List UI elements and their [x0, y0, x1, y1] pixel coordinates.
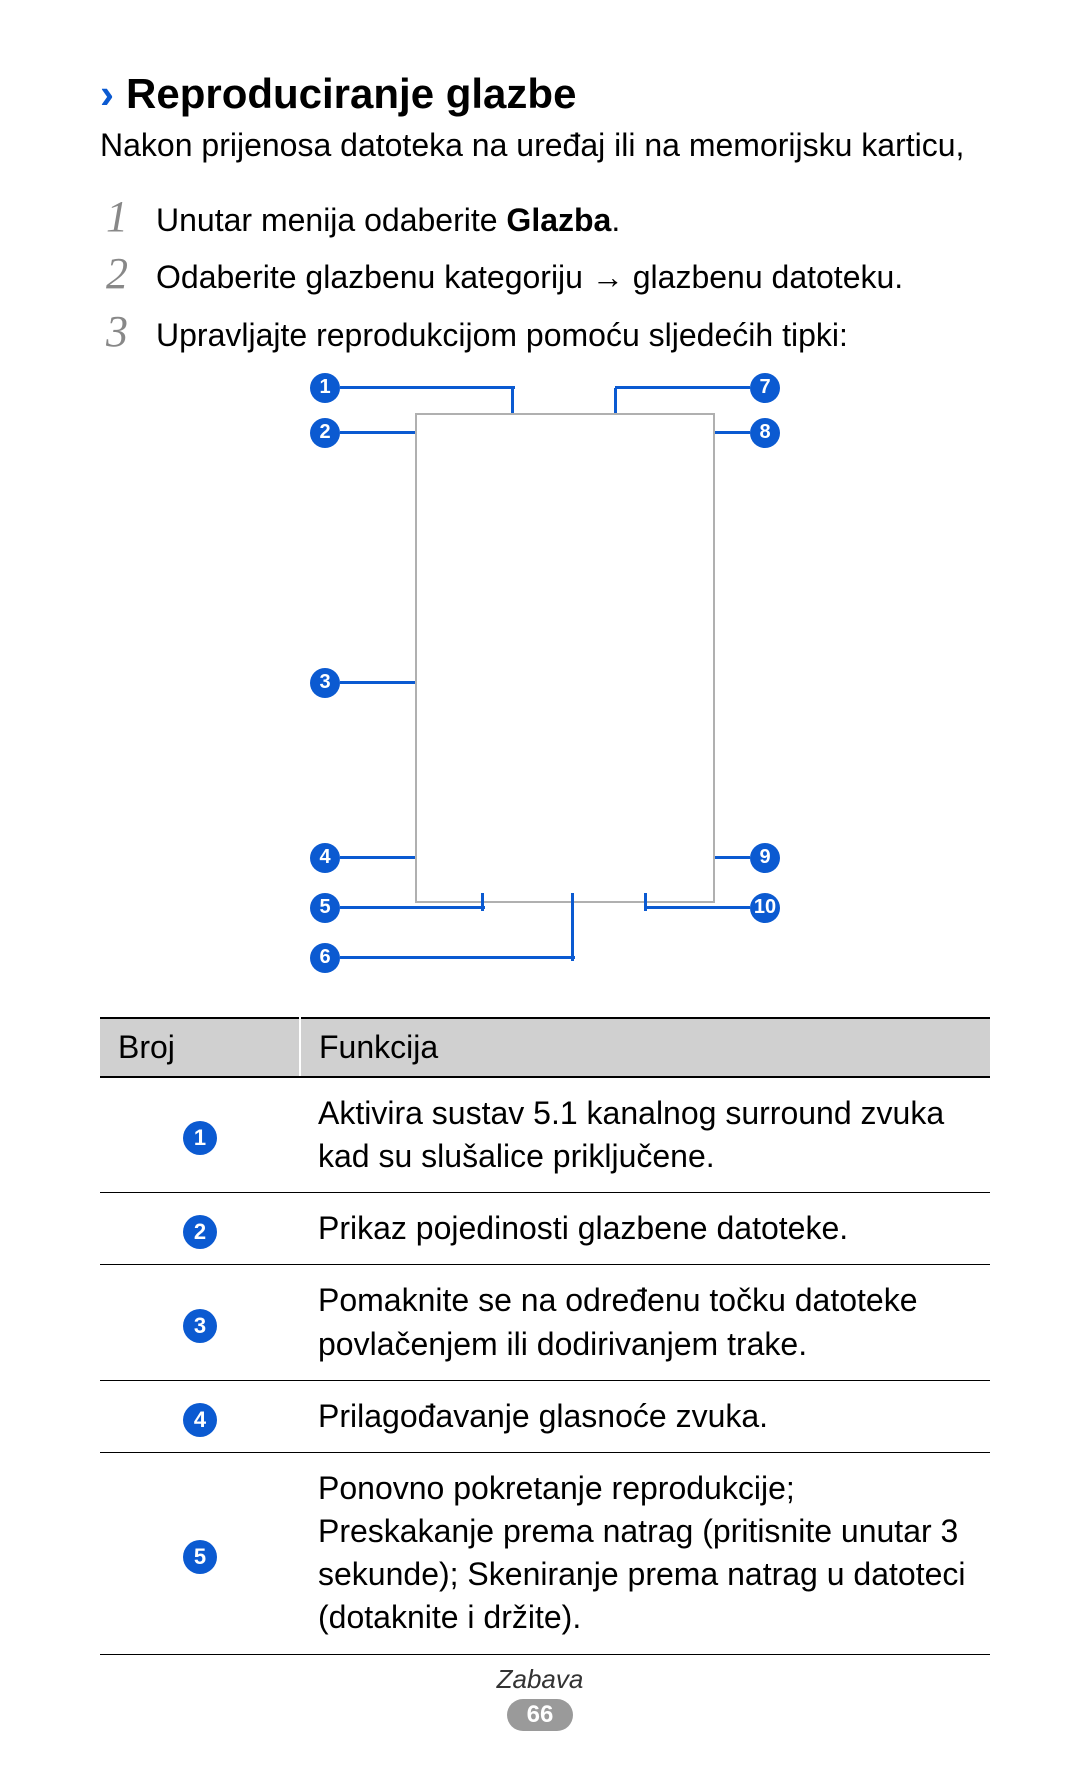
callout-line	[340, 431, 415, 434]
callout-line	[644, 893, 647, 911]
callout-line	[340, 956, 575, 959]
step-text: Unutar menija odaberite Glazba.	[156, 199, 620, 242]
step-bold: Glazba	[506, 202, 611, 238]
table-row: 3 Pomaknite se na određenu točku datoteke…	[100, 1265, 990, 1380]
table-cell-description: Prilagođavanje glasnoće zvuka.	[300, 1380, 990, 1452]
step-number: 2	[100, 252, 134, 296]
callout-line	[340, 856, 415, 859]
table-row: 2 Prikaz pojedinosti glazbene datoteke.	[100, 1193, 990, 1265]
callout-badge-6: 6	[310, 943, 340, 973]
callout-line	[715, 856, 750, 859]
step-text: Upravljajte reprodukcijom pomoću sljedeć…	[156, 314, 848, 357]
intro-text: Nakon prijenosa datoteka na uređaj ili n…	[100, 124, 990, 167]
table-cell-description: Aktivira sustav 5.1 kanalnog surround zv…	[300, 1077, 990, 1193]
callout-line	[340, 386, 515, 389]
steps-list: 1 Unutar menija odaberite Glazba. 2 Odab…	[100, 195, 990, 357]
table-header-broj: Broj	[100, 1018, 300, 1077]
function-table: Broj Funkcija 1 Aktivira sustav 5.1 kanal…	[100, 1017, 990, 1655]
heading-text: Reproduciranje glazbe	[126, 70, 576, 118]
number-badge-icon: 4	[183, 1403, 217, 1437]
step-number: 1	[100, 195, 134, 239]
step-3: 3 Upravljajte reprodukcijom pomoću sljed…	[100, 310, 990, 357]
step-text: Odaberite glazbenu kategoriju → glazbenu…	[156, 256, 903, 299]
table-cell-number: 3	[100, 1265, 300, 1380]
number-badge-icon: 2	[183, 1215, 217, 1249]
table-cell-number: 1	[100, 1077, 300, 1193]
callout-badge-1: 1	[310, 373, 340, 403]
table-header-row: Broj Funkcija	[100, 1018, 990, 1077]
callout-badge-4: 4	[310, 843, 340, 873]
table-row: 4 Prilagođavanje glasnoće zvuka.	[100, 1380, 990, 1452]
table-header-funkcija: Funkcija	[300, 1018, 990, 1077]
manual-page: › Reproduciranje glazbe Nakon prijenosa …	[0, 0, 1080, 1771]
table-cell-number: 5	[100, 1452, 300, 1654]
callout-badge-5: 5	[310, 893, 340, 923]
number-badge-icon: 5	[183, 1540, 217, 1574]
callout-line	[340, 681, 415, 684]
callout-badge-9: 9	[750, 843, 780, 873]
table-cell-description: Ponovno pokretanje reprodukcije; Preskak…	[300, 1452, 990, 1654]
table-cell-description: Prikaz pojedinosti glazbene datoteke.	[300, 1193, 990, 1265]
callout-line	[615, 386, 750, 389]
callout-line	[340, 906, 485, 909]
callout-badge-10: 10	[750, 893, 780, 923]
page-footer: Zabava 66	[0, 1664, 1080, 1731]
callout-line	[571, 893, 574, 961]
callout-badge-2: 2	[310, 418, 340, 448]
chevron-icon: ›	[100, 73, 114, 115]
table-cell-description: Pomaknite se na određenu točku datoteke …	[300, 1265, 990, 1380]
table-row: 5 Ponovno pokretanje reprodukcije; Preska…	[100, 1452, 990, 1654]
callout-badge-3: 3	[310, 668, 340, 698]
step-suffix: .	[611, 202, 620, 238]
phone-outline	[415, 413, 715, 903]
footer-section-label: Zabava	[0, 1664, 1080, 1695]
number-badge-icon: 3	[183, 1309, 217, 1343]
page-number-badge: 66	[507, 1699, 574, 1731]
section-heading: › Reproduciranje glazbe	[100, 70, 990, 118]
table-cell-number: 2	[100, 1193, 300, 1265]
callout-line	[715, 431, 750, 434]
callout-diagram: 1 2 3 4 5 6 7 8 9 10	[185, 373, 905, 993]
step-2: 2 Odaberite glazbenu kategoriju → glazbe…	[100, 252, 990, 299]
callout-line	[614, 388, 617, 413]
callout-line	[645, 906, 750, 909]
number-badge-icon: 1	[183, 1121, 217, 1155]
callout-line	[481, 893, 484, 911]
callout-badge-8: 8	[750, 418, 780, 448]
step-number: 3	[100, 310, 134, 354]
diagram-container: 1 2 3 4 5 6 7 8 9 10	[100, 373, 990, 993]
table-row: 1 Aktivira sustav 5.1 kanalnog surround z…	[100, 1077, 990, 1193]
step-prefix: Unutar menija odaberite	[156, 202, 506, 238]
callout-line	[511, 388, 514, 413]
table-body: 1 Aktivira sustav 5.1 kanalnog surround z…	[100, 1077, 990, 1654]
step-1: 1 Unutar menija odaberite Glazba.	[100, 195, 990, 242]
table-cell-number: 4	[100, 1380, 300, 1452]
callout-badge-7: 7	[750, 373, 780, 403]
